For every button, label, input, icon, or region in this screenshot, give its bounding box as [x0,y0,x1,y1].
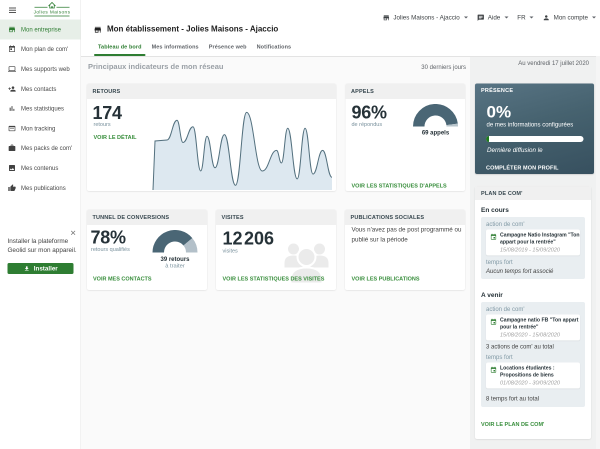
svg-text:Jolies Maisons: Jolies Maisons [34,10,71,16]
